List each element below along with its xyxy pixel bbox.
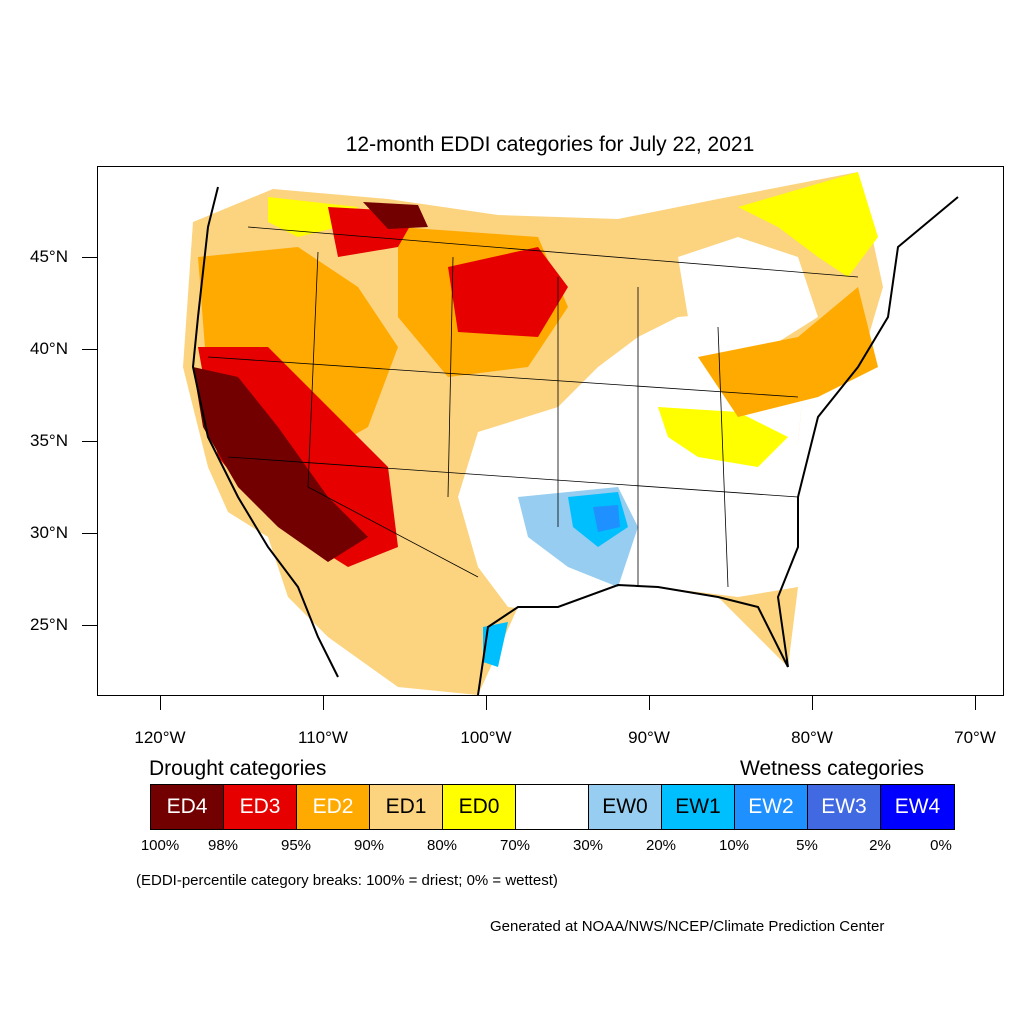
lat-label-40: 40°N — [30, 339, 68, 358]
coastline — [191, 186, 959, 695]
legend-cell-ed2: ED2 — [297, 785, 370, 829]
ed3-north-plains — [448, 247, 568, 337]
category-note: (EDDI-percentile category breaks: 100% =… — [136, 872, 558, 889]
percentile-break-label: 70% — [499, 837, 531, 854]
percentile-break-label: 0% — [930, 837, 952, 854]
lon-label-120: 120°W — [134, 728, 186, 747]
legend-cell-ew4: EW4 — [881, 785, 954, 829]
percentile-break-label: 90% — [353, 837, 385, 854]
lat-label-45: 45°N — [30, 247, 68, 266]
lon-tick-100 — [486, 696, 487, 710]
ed0-east — [738, 172, 878, 277]
percentile-break-label: 2% — [869, 837, 891, 854]
lon-tick-120 — [160, 696, 161, 710]
legend-cell-ew1: EW1 — [662, 785, 735, 829]
lat-label-25: 25°N — [30, 615, 68, 634]
lat-label-30: 30°N — [30, 523, 68, 542]
ed0-ohio — [658, 407, 788, 467]
lat-tick-45 — [82, 257, 97, 258]
lon-tick-110 — [323, 696, 324, 710]
lat-tick-35 — [82, 441, 97, 442]
percentile-break-label: 95% — [280, 837, 312, 854]
ed4-north — [363, 202, 428, 229]
lon-tick-70 — [975, 696, 976, 710]
near-normal-northeast — [678, 237, 818, 347]
legend-cell-near-normal — [516, 785, 589, 829]
percentile-break-label: 5% — [796, 837, 818, 854]
map-panel — [97, 166, 1004, 696]
legend-cell-ew3: EW3 — [808, 785, 881, 829]
lon-label-110: 110°W — [298, 728, 348, 747]
lon-label-90: 90°W — [628, 728, 670, 747]
map-title: 12-month EDDI categories for July 22, 20… — [345, 133, 755, 156]
lat-tick-25 — [82, 625, 97, 626]
lon-label-80: 80°W — [791, 728, 833, 747]
legend-cell-ew0: EW0 — [589, 785, 662, 829]
ed2-northeast — [698, 287, 878, 417]
lat-label-35: 35°N — [30, 431, 68, 450]
percentile-break-label: 100% — [140, 837, 180, 854]
lat-tick-30 — [82, 533, 97, 534]
ew1-texas — [483, 622, 508, 667]
legend-cell-ed3: ED3 — [224, 785, 297, 829]
legend-cell-ew2: EW2 — [735, 785, 808, 829]
percentile-break-label: 10% — [718, 837, 750, 854]
lon-tick-80 — [812, 696, 813, 710]
wetness-heading: Wetness categories — [740, 757, 925, 780]
eddi-map — [183, 172, 959, 695]
legend-color-bar: ED4 ED3 ED2 ED1 ED0 EW0 EW1 EW2 EW3 EW4 — [150, 784, 955, 830]
state-borders — [207, 226, 859, 588]
percentile-break-label: 98% — [207, 837, 239, 854]
percentile-break-label: 30% — [572, 837, 604, 854]
ed4-southwest — [193, 367, 368, 562]
lon-label-100: 100°W — [460, 728, 512, 747]
ew2-arkansas-core — [593, 505, 620, 532]
lon-label-70: 70°W — [954, 728, 996, 747]
lat-tick-40 — [82, 349, 97, 350]
drought-heading: Drought categories — [149, 757, 327, 780]
legend-cell-ed4: ED4 — [151, 785, 224, 829]
percentile-break-label: 80% — [426, 837, 458, 854]
legend-cell-ed0: ED0 — [443, 785, 516, 829]
lon-tick-90 — [649, 696, 650, 710]
legend-cell-ed1: ED1 — [370, 785, 443, 829]
credit-line: Generated at NOAA/NWS/NCEP/Climate Predi… — [490, 918, 885, 935]
percentile-break-label: 20% — [645, 837, 677, 854]
